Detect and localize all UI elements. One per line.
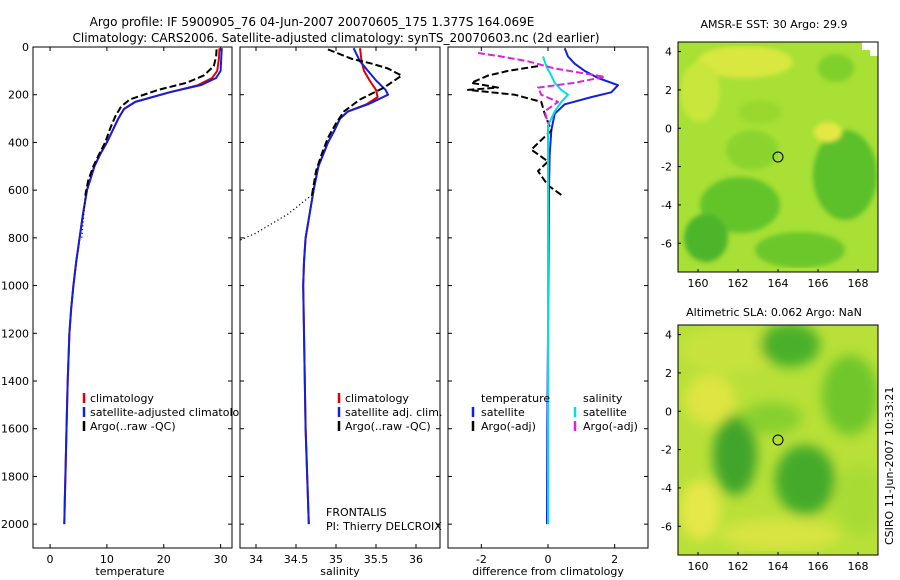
depth-tick-label: 1000 [1,280,29,293]
sst-map-title: AMSR-E SST: 30 Argo: 29.9 [700,18,847,31]
xtick-label: 30 [214,553,228,566]
series-line [84,49,218,196]
legend-argo: Argo(..raw -QC) [90,420,176,433]
map-ytick-label: -2 [661,161,672,174]
map-ytick-label: 4 [665,46,672,59]
map-ytick-label: -4 [661,482,672,495]
figure-title-line2: Climatology: CARS2006. Satellite-adjuste… [72,31,599,45]
difference-depth-ticks [448,46,648,525]
xtick-label: 35.5 [364,553,389,566]
map-xtick-label: 164 [768,560,789,573]
salinity-axes [239,46,441,549]
temperature-lines [63,48,223,525]
map-xtick-label: 162 [728,277,749,290]
float-name: FRONTALIS [326,506,387,519]
map-ytick-label: 2 [665,84,672,97]
sla-field [678,325,878,555]
xtick-label: 2 [611,553,618,566]
legend-climatology: climatology [345,392,409,405]
xtick-label: -2 [476,553,487,566]
sla-profile-marker [772,434,784,446]
salinity-xticks: 34 34.5 35 35.5 36 [249,47,423,566]
map-xtick-label: 166 [808,277,829,290]
series-line [311,48,403,196]
legend-argo: Argo(..raw -QC) [345,420,431,433]
xtick-label: 36 [409,553,423,566]
difference-lines [467,47,619,525]
depth-ticks: 0 200 400 600 800 1000 1200 1400 1600 1800 2000 [1,41,232,531]
salinity-lines [240,47,403,525]
series-line [542,56,569,525]
pi-name: PI: Thierry DELCROIX [326,520,442,533]
legend-satellite-adj: satellite adj. clim. [345,406,442,419]
map-xtick-label: 164 [768,277,789,290]
footer-stamp: CSIRO 11-Jun-2007 10:33:21 [883,387,896,545]
sla-map-title: Altimetric SLA: 0.062 Argo: NaN [686,306,862,319]
legend-climatology: climatology [90,392,154,405]
salinity-depth-ticks [240,46,440,525]
difference-panel: -2 0 2 difference from climatology tempera… [447,46,649,578]
legend-sal-argo: Argo(-adj) [583,420,638,433]
depth-tick-label: 800 [8,232,29,245]
map-xtick-label: 160 [688,560,709,573]
temperature-xticks: 0 10 20 30 [47,47,228,566]
salinity-panel: 34 34.5 35 35.5 36 salinity climatology sate… [239,46,442,578]
series-line [477,52,606,124]
depth-tick-label: 1200 [1,327,29,340]
sla-map-ticks: 160 162 164 166 168 -6 -4 -2 0 2 4 [661,329,868,573]
series-line [240,194,313,241]
temperature-xlabel: temperature [95,565,164,578]
map-ytick-label: -6 [661,237,672,250]
legend-salinity-heading: salinity [583,392,623,405]
difference-xlabel: difference from climatology [472,565,624,578]
salinity-legend: climatology satellite adj. clim. Argo(..… [337,392,442,433]
xtick-label: 0 [545,553,552,566]
depth-tick-label: 200 [8,89,29,102]
map-xtick-label: 168 [848,560,869,573]
map-xtick-label: 160 [688,277,709,290]
map-xtick-label: 168 [848,277,869,290]
legend-satellite-adjusted: satellite-adjusted climatology [90,406,253,419]
legend-temp-argo: Argo(-adj) [481,420,536,433]
temperature-legend: climatology satellite-adjusted climatolo… [82,392,253,433]
xtick-label: 34.5 [284,553,309,566]
map-xtick-label: 166 [808,560,829,573]
map-ytick-label: -2 [661,444,672,457]
map-ytick-label: 0 [665,122,672,135]
sst-field [678,42,878,272]
map-xtick-label: 162 [728,560,749,573]
map-ytick-label: -4 [661,199,672,212]
xtick-label: 0 [47,553,54,566]
map-ytick-label: 4 [665,329,672,342]
depth-tick-label: 0 [22,41,29,54]
xtick-label: 34 [249,553,263,566]
legend-sal-satellite: satellite [583,406,627,419]
difference-legend: temperature salinity satellite Argo(-adj… [471,392,638,433]
difference-xticks: -2 0 2 [476,47,618,566]
xtick-label: 35 [329,553,343,566]
series-line [467,65,562,196]
depth-tick-label: 1800 [1,470,29,483]
depth-tick-label: 600 [8,184,29,197]
salinity-xlabel: salinity [320,565,360,578]
depth-tick-label: 1600 [1,423,29,436]
legend-temp-satellite: satellite [481,406,525,419]
legend-temperature-heading: temperature [481,392,550,405]
map-ytick-label: -6 [661,520,672,533]
temperature-panel: 0 200 400 600 800 1000 1200 1400 1600 1800 2000 0 1… [1,41,253,578]
sst-map-ticks: 160 162 164 166 168 -6 -4 -2 0 2 4 [661,46,868,290]
figure-title-line1: Argo profile: IF 5900905_76 04-Jun-2007 … [90,15,535,29]
depth-tick-label: 400 [8,136,29,149]
xtick-label: 10 [100,553,114,566]
depth-tick-label: 2000 [1,518,29,531]
map-ytick-label: 0 [665,405,672,418]
temperature-axes [32,46,233,549]
map-ytick-label: 2 [665,367,672,380]
sla-map: Altimetric SLA: 0.062 Argo: NaN 160 162 16… [661,306,879,573]
sst-profile-marker [772,151,784,163]
depth-tick-label: 1400 [1,375,29,388]
sst-map: AMSR-E SST: 30 Argo: 29.9 160 162 164 166 16… [661,18,879,290]
xtick-label: 20 [157,553,171,566]
